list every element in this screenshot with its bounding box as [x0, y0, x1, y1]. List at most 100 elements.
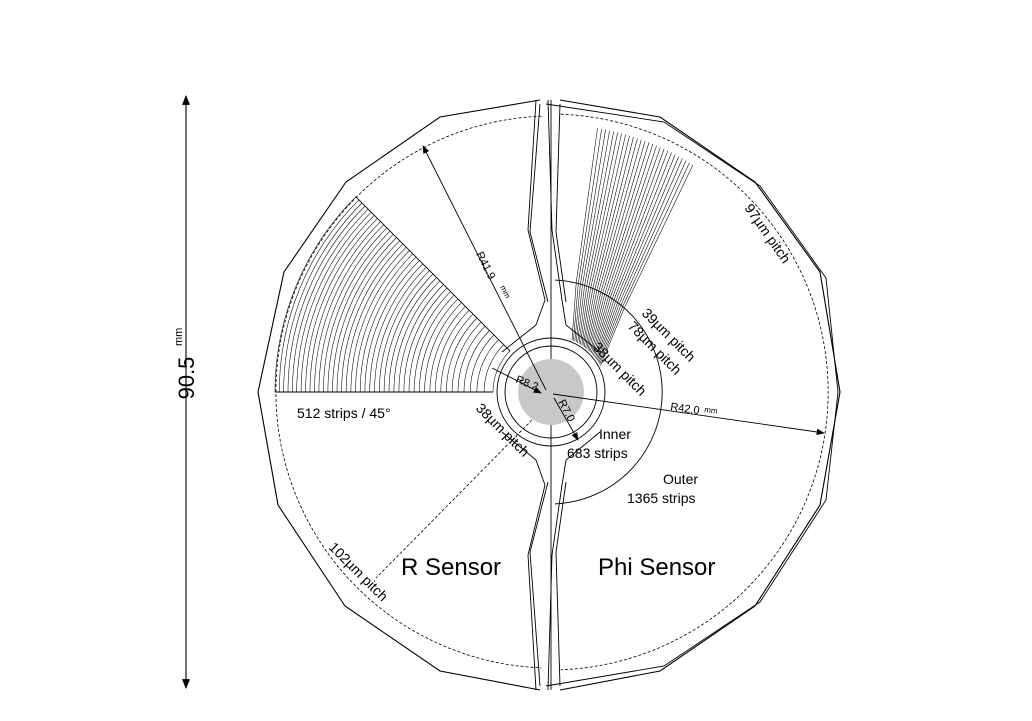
notch-left-bottom-a: [527, 459, 546, 691]
notch-right-bottom-a: [547, 459, 567, 691]
dimension-value: 90.5: [174, 357, 199, 400]
notch-right-bottom-b: [555, 481, 567, 687]
phi-sensor-outer-edge-2: [545, 103, 839, 687]
r-strip: [393, 280, 441, 393]
inner-edge-circle: [496, 337, 606, 447]
outer-title: Outer: [663, 471, 698, 487]
r-strip: [292, 208, 369, 393]
phi-strip: [597, 158, 683, 362]
phi-strip: [594, 150, 669, 357]
r-strip: [419, 298, 459, 393]
notch-diag-3: [501, 431, 537, 461]
r-strip: [364, 260, 420, 393]
phi-strip: [593, 148, 665, 356]
phi-strip: [583, 136, 634, 347]
r-strip: [379, 270, 430, 393]
notch-left-top-a: [527, 99, 546, 326]
r-strip: [429, 306, 466, 393]
phi-zone-boundary: [554, 279, 663, 505]
r41-9-arrow: [422, 145, 547, 391]
r-strip: [457, 326, 486, 393]
r-strip: [446, 317, 478, 393]
phi-strip: [573, 128, 602, 341]
r-strip: [424, 302, 462, 393]
r-strip: [435, 310, 470, 393]
notch-left-top-b: [529, 103, 549, 303]
pitch-102-label: 102µm pitch: [326, 539, 391, 604]
phi-sensor-outer-edge: [559, 99, 841, 691]
phi-strip: [591, 145, 657, 354]
r-strip: [283, 202, 363, 393]
phi-strip: [586, 139, 642, 349]
r-strip: [279, 199, 360, 393]
phi-strip: [580, 133, 622, 345]
phi-strip: [596, 156, 680, 361]
phi-strip: [596, 154, 676, 360]
r-strip: [287, 205, 366, 393]
phi-strip: [592, 147, 661, 355]
r-strip: [403, 287, 448, 393]
pitch-102-leader: [375, 419, 533, 579]
phi-strip: [582, 135, 630, 347]
r-strip: [355, 253, 413, 393]
r-strip: [314, 224, 384, 393]
phi-strip: [581, 134, 626, 346]
radius-arrows: [375, 145, 825, 579]
phi-sensor-label: Phi Sensor: [598, 554, 715, 581]
r-strip: [327, 234, 394, 393]
r8-2-arrow: [491, 367, 542, 394]
r-strip: [408, 291, 451, 393]
r-strip: [388, 277, 437, 393]
overall-height-dimension: 90.5 mm: [173, 95, 199, 689]
notch-diag-4: [565, 431, 601, 461]
phi-strip: [598, 160, 687, 364]
r-strip: [413, 295, 455, 393]
r42-0-unit: mm: [704, 405, 719, 416]
r-strip: [350, 250, 410, 393]
r-sector-edge-top: [355, 196, 511, 352]
phi-strip: [575, 130, 610, 343]
r-strip: [323, 230, 391, 393]
notch-right-top-a: [547, 99, 567, 326]
phi-strip: [589, 144, 654, 353]
phi-sensor-strips: [571, 128, 694, 366]
phi-strip: [585, 138, 638, 348]
r-strip: [296, 212, 372, 393]
phi-strip: [577, 131, 614, 343]
r-strip: [305, 218, 378, 393]
r7-0-arrow: [553, 397, 579, 441]
r-strip: [483, 344, 504, 393]
r-strip: [440, 313, 474, 393]
r-strip: [463, 330, 490, 393]
inner-cutout-circle: [504, 345, 598, 439]
phi-strip: [587, 141, 646, 350]
r-strip: [369, 263, 423, 393]
notch-right-top-b: [555, 103, 567, 303]
r-strip: [470, 334, 495, 393]
notch-left-bottom-b: [529, 481, 549, 687]
phi-strip: [588, 142, 650, 351]
phi-strip: [578, 132, 618, 344]
r-strip: [274, 196, 356, 393]
r-sensor-outer-edge: [257, 99, 541, 691]
r-strip: [318, 227, 388, 393]
r-strip: [476, 339, 499, 393]
r-strip: [398, 284, 444, 393]
r-strip: [492, 350, 511, 393]
pitch-97-label: 97µm pitch: [742, 201, 795, 267]
r-strip: [300, 215, 375, 393]
r-strip: [374, 267, 427, 393]
r-strip: [383, 273, 434, 393]
phi-strip: [599, 162, 690, 365]
beam-circle: [518, 359, 584, 425]
r42-0-label: R42.0: [670, 401, 701, 417]
beam-pipe-region: [496, 337, 606, 447]
inner-title: Inner: [599, 426, 631, 442]
pitch-38-top-label: 38µm pitch: [590, 339, 650, 399]
phi-strip: [595, 152, 672, 358]
strips-per-sector-label: 512 strips / 45°: [297, 405, 391, 421]
dimension-unit: mm: [173, 328, 185, 346]
r-strip: [336, 240, 400, 393]
r41-9-label: R41.9: [473, 250, 497, 282]
